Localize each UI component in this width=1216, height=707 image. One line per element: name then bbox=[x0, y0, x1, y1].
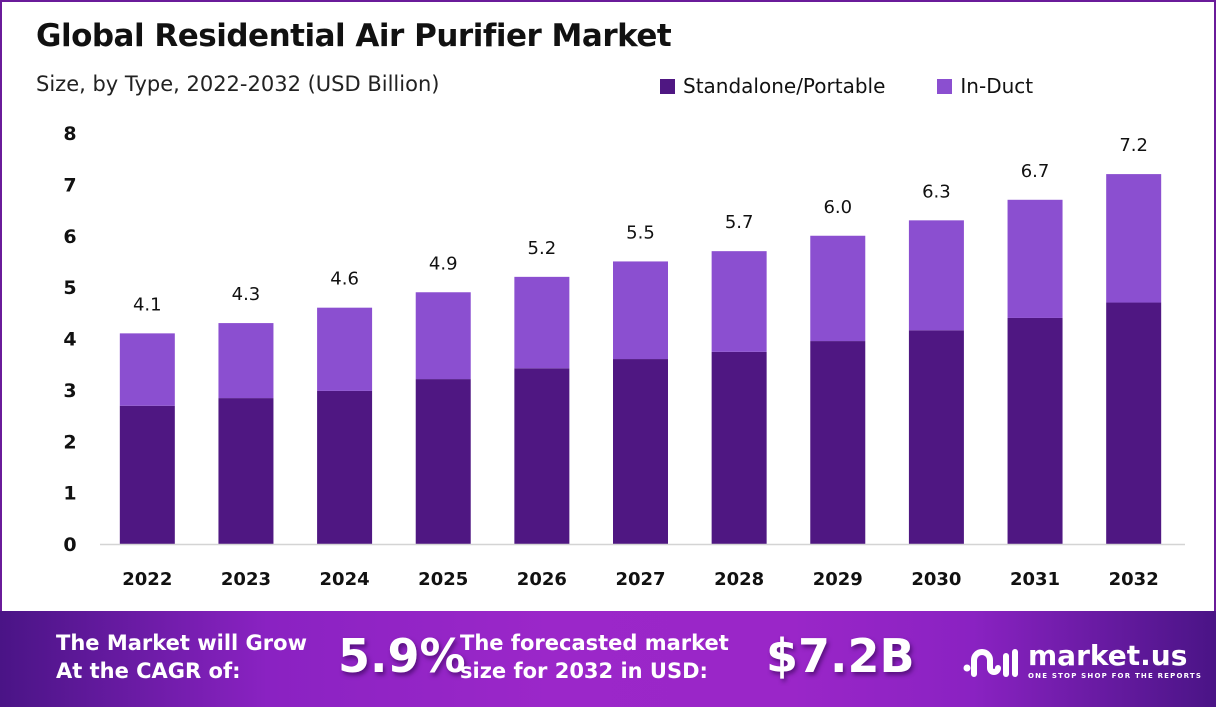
legend-label-in-duct: In-Duct bbox=[960, 74, 1034, 98]
total-value-label: 4.6 bbox=[330, 269, 359, 290]
bar-segment-standalone bbox=[218, 398, 274, 544]
bar-segment-in-duct bbox=[317, 307, 373, 391]
legend: Standalone/Portable In-Duct bbox=[660, 74, 1085, 98]
cagr-caption-line1: The Market will Grow bbox=[56, 631, 307, 655]
bar-segment-standalone bbox=[317, 390, 373, 544]
x-tick-label: 2032 bbox=[1109, 569, 1159, 590]
legend-item-standalone: Standalone/Portable bbox=[660, 74, 885, 98]
forecast-caption: The forecasted market size for 2032 in U… bbox=[460, 629, 729, 685]
cagr-caption-line2: At the CAGR of: bbox=[56, 659, 241, 683]
x-tick-label: 2031 bbox=[1010, 569, 1060, 590]
bar-segment-standalone bbox=[908, 330, 964, 544]
x-tick-label: 2023 bbox=[221, 569, 271, 590]
bar-segment-standalone bbox=[810, 341, 866, 544]
total-value-label: 4.9 bbox=[429, 253, 458, 274]
y-tick-label: 1 bbox=[63, 483, 76, 505]
y-tick-label: 3 bbox=[63, 380, 76, 402]
y-tick-label: 0 bbox=[63, 534, 76, 556]
x-tick-label: 2022 bbox=[122, 569, 172, 590]
y-tick-label: 2 bbox=[63, 431, 76, 453]
bar-segment-standalone bbox=[1106, 302, 1162, 544]
legend-swatch-in-duct bbox=[937, 78, 953, 94]
bar-segment-in-duct bbox=[908, 220, 964, 331]
total-value-label: 6.3 bbox=[922, 181, 951, 202]
cagr-value: 5.9% bbox=[338, 629, 466, 683]
bar-segment-standalone bbox=[119, 405, 175, 544]
bar-segment-in-duct bbox=[415, 292, 471, 380]
data-labels: 4.1 4.3 4.6 4.9 5.2 5.5 5.7 6.0 6.3 6.7 7.2 bbox=[133, 135, 1148, 315]
logo-name: market.us bbox=[1028, 639, 1188, 672]
x-tick-label: 2024 bbox=[320, 569, 370, 590]
y-tick-label: 4 bbox=[63, 329, 76, 351]
y-tick-label: 6 bbox=[63, 226, 76, 248]
x-tick-label: 2029 bbox=[813, 569, 863, 590]
x-tick-label: 2027 bbox=[615, 569, 665, 590]
legend-swatch-standalone bbox=[660, 78, 675, 94]
chart-title: Global Residential Air Purifier Market bbox=[36, 18, 672, 54]
legend-label-standalone: Standalone/Portable bbox=[683, 74, 886, 98]
forecast-caption-line2: size for 2032 in USD: bbox=[460, 659, 708, 683]
y-tick-label: 7 bbox=[63, 174, 76, 196]
total-value-label: 4.3 bbox=[232, 284, 261, 305]
market-us-logo[interactable]: market.us ONE STOP SHOP FOR THE REPORTS bbox=[962, 642, 1202, 680]
bar-segment-in-duct bbox=[810, 235, 866, 342]
total-value-label: 5.2 bbox=[528, 238, 557, 259]
y-tick-label: 8 bbox=[63, 123, 76, 145]
bar-segment-standalone bbox=[1007, 317, 1063, 544]
logo-tagline: ONE STOP SHOP FOR THE REPORTS bbox=[1028, 672, 1203, 680]
logo-text: market.us ONE STOP SHOP FOR THE REPORTS bbox=[1028, 639, 1203, 681]
x-tick-label: 2025 bbox=[418, 569, 468, 590]
bar-segment-standalone bbox=[613, 359, 668, 544]
bar-segment-in-duct bbox=[218, 323, 274, 399]
total-value-label: 5.5 bbox=[626, 222, 655, 243]
bar-segment-in-duct bbox=[514, 276, 570, 369]
bar-segment-in-duct bbox=[1106, 174, 1162, 303]
chart-subtitle: Size, by Type, 2022-2032 (USD Billion) bbox=[36, 72, 440, 96]
bar-segment-in-duct bbox=[613, 261, 668, 360]
market-us-logo-icon bbox=[963, 649, 1018, 677]
bar-segment-in-duct bbox=[119, 333, 175, 406]
bar-segment-in-duct bbox=[1007, 199, 1063, 318]
x-tick-label: 2026 bbox=[517, 569, 567, 590]
y-axis: 0 1 2 3 4 5 6 7 8 bbox=[63, 123, 76, 556]
total-value-label: 6.0 bbox=[823, 197, 852, 218]
forecast-value: $7.2B bbox=[766, 629, 915, 683]
x-tick-label: 2030 bbox=[911, 569, 961, 590]
bars bbox=[119, 174, 1162, 544]
bar-segment-standalone bbox=[711, 351, 767, 544]
forecast-caption-line1: The forecasted market bbox=[460, 631, 729, 655]
x-tick-label: 2028 bbox=[714, 569, 764, 590]
bar-segment-standalone bbox=[415, 379, 471, 544]
bar-segment-standalone bbox=[514, 368, 570, 544]
bar-segment-in-duct bbox=[711, 251, 767, 352]
total-value-label: 4.1 bbox=[133, 294, 162, 315]
legend-item-in-duct: In-Duct bbox=[937, 74, 1033, 98]
total-value-label: 6.7 bbox=[1021, 161, 1050, 182]
x-axis: 2022 2023 2024 2025 2026 2027 2028 2029 2030 2031… bbox=[122, 569, 1158, 590]
cagr-caption: The Market will Grow At the CAGR of: bbox=[56, 629, 307, 685]
total-value-label: 7.2 bbox=[1119, 135, 1148, 156]
total-value-label: 5.7 bbox=[725, 212, 754, 233]
y-tick-label: 5 bbox=[63, 277, 76, 299]
